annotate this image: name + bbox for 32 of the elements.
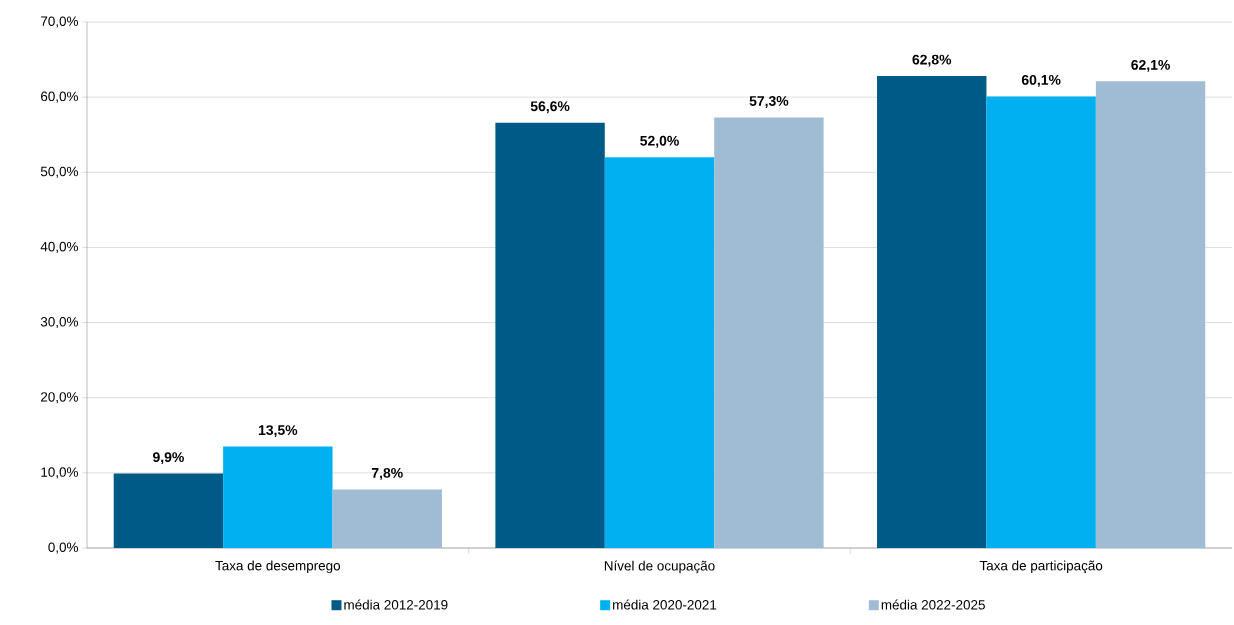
data-label: 52,0% [640, 135, 679, 148]
bar [877, 76, 987, 548]
data-label: 62,8% [912, 54, 952, 67]
bar [332, 489, 442, 548]
data-label: 57,3% [749, 96, 789, 108]
data-label: 9,9% [153, 452, 184, 465]
bar [714, 117, 824, 548]
y-tick-label: 70,0% [41, 16, 78, 28]
data-label: 13,5% [258, 425, 298, 438]
x-tick-label: Taxa de participação [979, 560, 1103, 574]
y-tick-label: 60,0% [41, 91, 78, 103]
legend-label: média 2012-2019 [344, 599, 448, 610]
bar [223, 446, 333, 548]
legend-label: média 2022-2025 [881, 599, 985, 610]
bar [113, 473, 224, 548]
y-tick-label: 10,0% [41, 467, 78, 479]
y-tick-label: 20,0% [41, 392, 78, 404]
y-tick-label: 50,0% [40, 166, 78, 178]
bar [986, 96, 1096, 548]
bar [604, 157, 715, 548]
x-tick-label: Taxa de desemprego [215, 560, 341, 574]
x-tick-label: Nível de ocupação [604, 560, 715, 574]
legend-label: média 2020-2021 [613, 599, 717, 610]
y-tick-label: 0,0% [48, 542, 78, 554]
y-tick-label: 30,0% [40, 317, 78, 329]
data-label: 60,1% [1021, 74, 1061, 87]
data-label: 7,8% [371, 467, 403, 480]
data-label: 56,6% [530, 101, 570, 114]
data-label: 62,1% [1131, 59, 1170, 72]
y-tick-label: 40,0% [40, 241, 78, 253]
bar [1095, 81, 1206, 548]
bar [495, 122, 605, 548]
